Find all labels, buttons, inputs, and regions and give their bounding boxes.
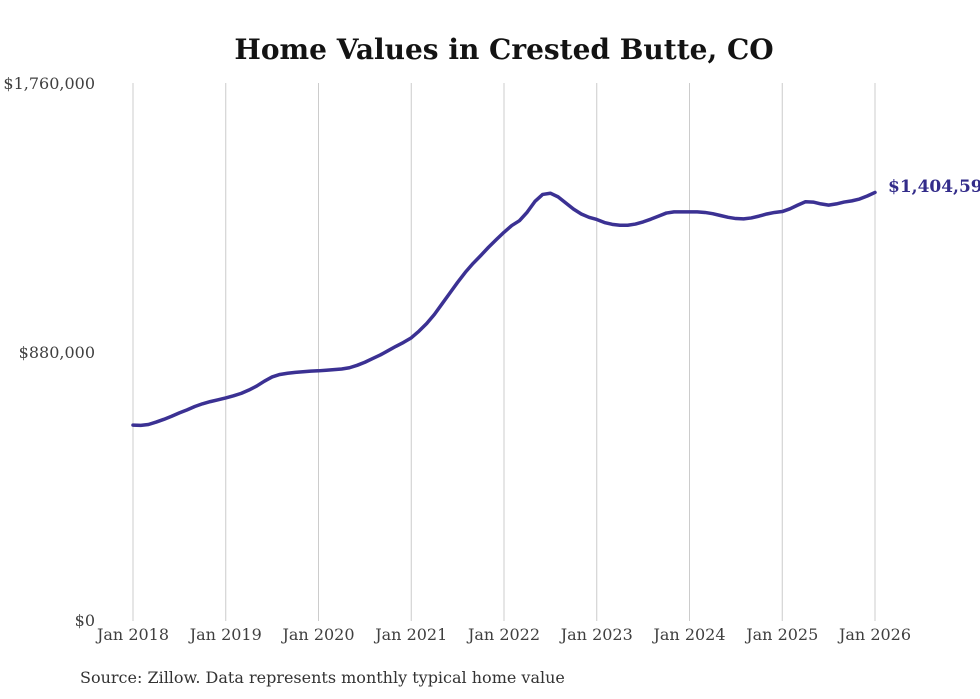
- chart-title: Home Values in Crested Butte, CO: [234, 33, 774, 66]
- source-note: Source: Zillow. Data represents monthly …: [80, 668, 565, 687]
- x-axis-tick-label: Jan 2019: [189, 625, 262, 644]
- latest-value-label: $1,404,590: [888, 177, 980, 197]
- x-axis-tick-label: Jan 2026: [838, 625, 912, 644]
- home-value-line-series: [131, 190, 877, 428]
- y-axis-tick-label: $1,760,000: [3, 74, 95, 93]
- x-axis-tick-label: Jan 2022: [467, 625, 541, 644]
- x-axis-tick-label: Jan 2021: [375, 625, 448, 644]
- x-axis-tick-label: Jan 2025: [746, 625, 819, 644]
- y-axis-tick-label: $0: [74, 611, 95, 630]
- x-axis-tick-label: Jan 2020: [282, 625, 355, 644]
- x-axis-tick-label: Jan 2024: [653, 625, 726, 644]
- y-axis-tick-label: $880,000: [18, 342, 95, 362]
- x-axis-tick-label: Jan 2023: [560, 625, 633, 644]
- x-axis-tick-label: Jan 2018: [96, 625, 170, 644]
